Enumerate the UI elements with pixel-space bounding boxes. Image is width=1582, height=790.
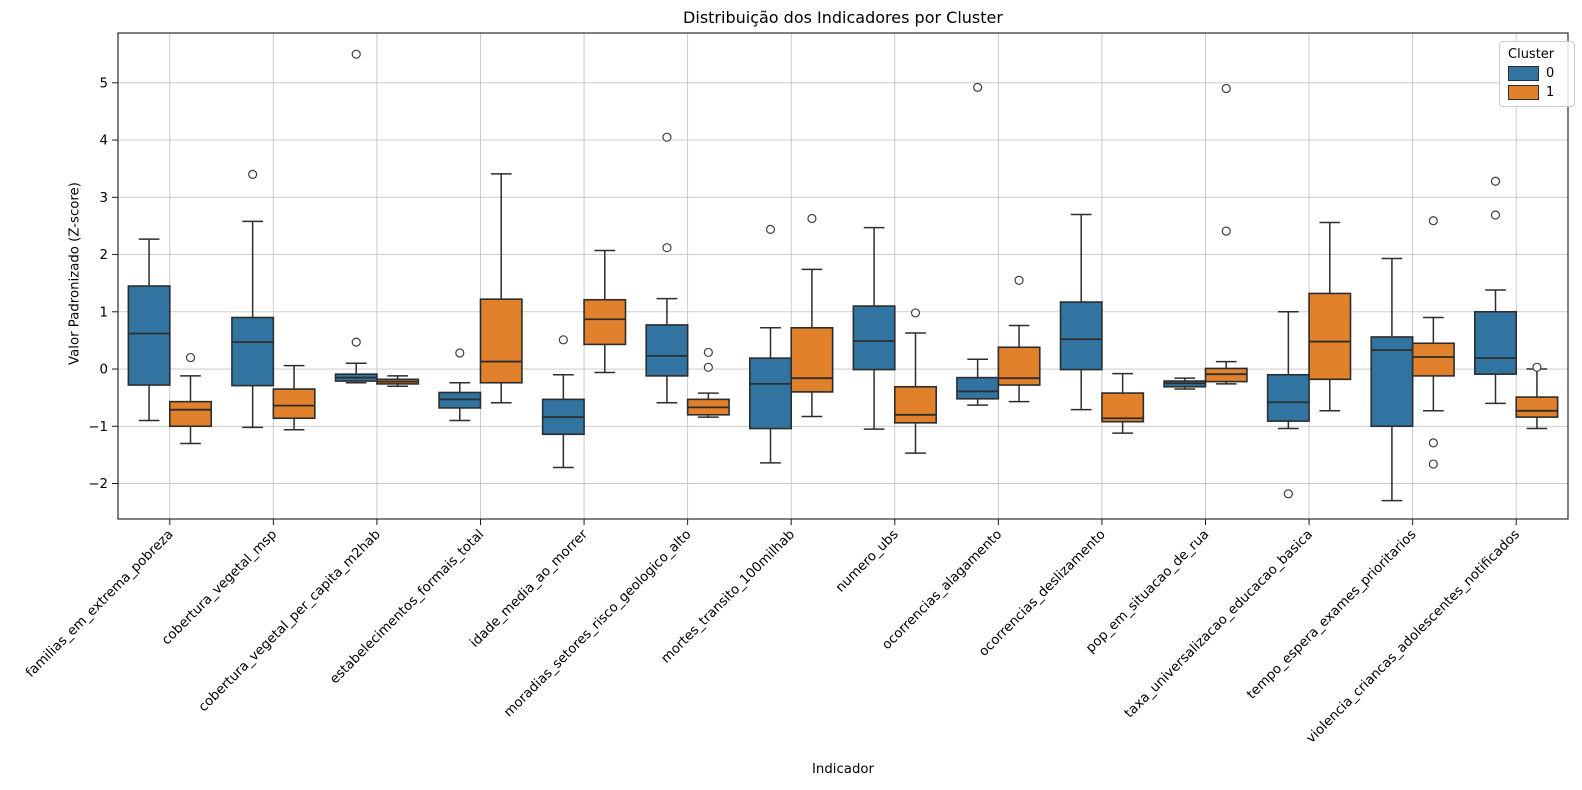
outlier-point (1490, 176, 1501, 186)
x-tick-label: cobertura_vegetal_msp (159, 527, 280, 648)
outlier-point (1221, 226, 1231, 236)
outlier-point (558, 335, 568, 345)
outlier-point (765, 224, 776, 234)
box-cluster-1 (272, 388, 316, 420)
box-cluster-0 (748, 357, 793, 430)
outlier-point (703, 362, 713, 372)
outlier-point (351, 337, 361, 347)
box-cluster-0 (1370, 336, 1414, 428)
box-cluster-1 (583, 298, 627, 346)
outlier-point (185, 352, 196, 363)
x-tick-label: ocorrencias_alagamento (879, 527, 1005, 653)
box-cluster-0 (1266, 373, 1310, 422)
box-cluster-0 (231, 316, 275, 387)
y-tick-label: 3 (100, 191, 108, 206)
box-cluster-1 (893, 385, 938, 424)
y-axis-label: Valor Padronizado (Z-score) (67, 182, 83, 365)
x-tick-label: pop_em_situacao_de_rua (1083, 527, 1212, 656)
legend-swatch-cluster-1-icon (1508, 85, 1539, 100)
x-tick-label: taxa_universalizacao_educacao_basica (1122, 527, 1316, 721)
box-cluster-0 (1473, 310, 1518, 375)
y-tick-label: −2 (88, 477, 108, 492)
x-tick-label: cobertura_vegetal_per_capita_m2hab (196, 527, 384, 715)
box-cluster-1 (997, 346, 1041, 386)
box-cluster-1 (168, 400, 213, 428)
outlier-point (662, 132, 672, 142)
outlier-point (351, 49, 361, 59)
legend-item-cluster-0: 0 (1508, 66, 1566, 81)
outlier-point (1014, 275, 1024, 285)
box-cluster-0 (956, 376, 1000, 400)
box-cluster-0 (1059, 301, 1103, 371)
box-cluster-0 (127, 285, 171, 386)
x-tick-label: idade_media_ao_morrer (467, 527, 591, 651)
plot-border (117, 32, 1569, 520)
outlier-point (455, 348, 465, 358)
legend-item-label: 1 (1546, 85, 1555, 100)
box-cluster-1 (1101, 392, 1145, 423)
legend: Cluster 0 1 (1499, 41, 1575, 107)
box-cluster-1 (479, 298, 523, 384)
legend-title: Cluster (1508, 47, 1555, 62)
outlier-point (1428, 459, 1438, 469)
x-tick-label: numero_ubs (833, 527, 901, 595)
legend-item-label: 0 (1546, 66, 1555, 81)
y-tick-label: 0 (100, 363, 108, 378)
outlier-point (703, 347, 713, 358)
x-axis-label: Indicador (812, 762, 874, 777)
y-tick-label: −1 (88, 420, 108, 435)
y-tick-label: 2 (100, 248, 108, 263)
outlier-point (1428, 216, 1438, 226)
x-tick-label: violencia_criancas_adolescentes_notifica… (1304, 527, 1523, 746)
outlier-point (1532, 362, 1542, 372)
box-cluster-1 (1515, 396, 1559, 418)
y-tick-label: 5 (100, 76, 108, 91)
box-cluster-1 (1411, 342, 1455, 377)
outlier-point (248, 169, 258, 179)
outlier-point (1283, 489, 1293, 499)
box-cluster-1 (1308, 292, 1352, 381)
outlier-point (910, 308, 921, 318)
y-tick-label: 4 (100, 134, 108, 149)
box-cluster-0 (645, 324, 689, 377)
box-cluster-1 (790, 327, 834, 393)
outlier-point (1221, 83, 1231, 94)
box-cluster-0 (852, 305, 896, 371)
outlier-point (973, 82, 983, 92)
outlier-point (807, 213, 817, 224)
x-tick-label: tempo_espera_exames_prioritarios (1244, 527, 1419, 702)
outlier-point (1428, 438, 1438, 448)
y-tick-label: 1 (100, 305, 108, 320)
outlier-point (1490, 210, 1501, 220)
legend-swatch-cluster-0-icon (1508, 66, 1539, 81)
legend-item-cluster-1: 1 (1508, 85, 1566, 100)
outlier-point (662, 243, 672, 253)
x-tick-label: moradias_setores_risco_geologico_alto (501, 527, 694, 720)
chart-title: Distribuição dos Indicadores por Cluster (683, 8, 1003, 27)
x-tick-label: familias_em_extrema_pobreza (23, 527, 176, 680)
